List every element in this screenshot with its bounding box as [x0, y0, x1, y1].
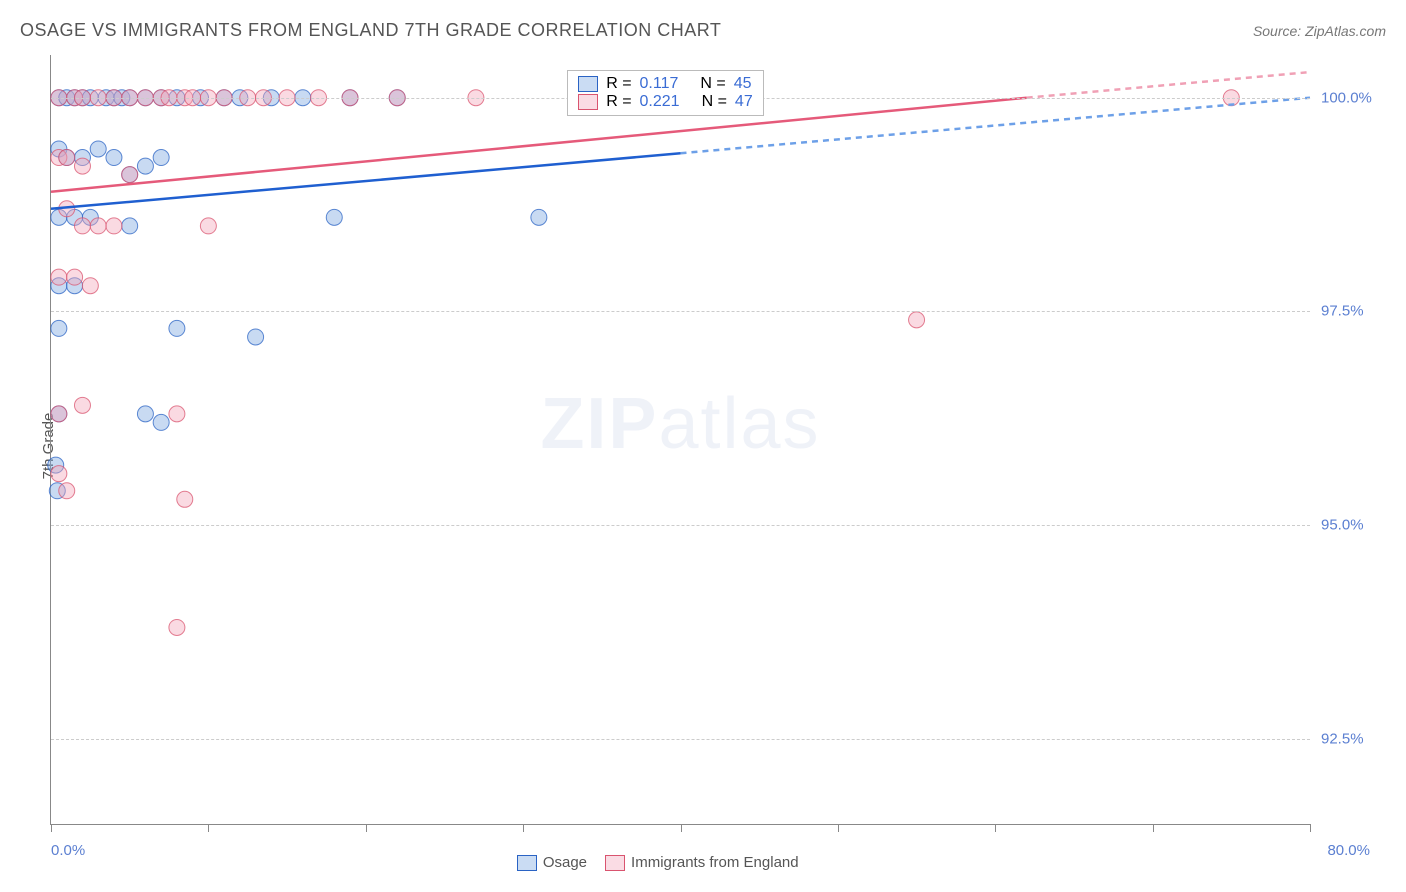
- series-swatch: [605, 855, 625, 871]
- r-label: R =: [606, 93, 631, 111]
- data-point: [169, 320, 185, 336]
- data-point: [122, 167, 138, 183]
- data-point: [51, 320, 67, 336]
- data-point: [90, 218, 106, 234]
- data-point: [169, 619, 185, 635]
- data-point: [74, 158, 90, 174]
- n-label: N =: [702, 93, 727, 111]
- legend-label: Osage: [543, 854, 587, 871]
- series-swatch: [578, 76, 598, 92]
- n-value: 47: [735, 93, 753, 111]
- trend-line-extrapolated: [1027, 72, 1310, 98]
- x-tick: [995, 824, 996, 832]
- data-point: [59, 483, 75, 499]
- x-tick: [208, 824, 209, 832]
- data-point: [326, 209, 342, 225]
- data-point: [59, 150, 75, 166]
- series-swatch: [517, 855, 537, 871]
- correlation-row: R = 0.221 N = 47: [578, 93, 753, 111]
- y-tick-label: 100.0%: [1321, 89, 1372, 106]
- data-point: [106, 218, 122, 234]
- gridline: [51, 525, 1310, 526]
- x-axis-start-label: 0.0%: [51, 842, 85, 859]
- x-tick: [1153, 824, 1154, 832]
- y-tick-label: 92.5%: [1321, 730, 1364, 747]
- data-point: [67, 269, 83, 285]
- x-tick: [523, 824, 524, 832]
- x-tick: [838, 824, 839, 832]
- y-tick-label: 97.5%: [1321, 303, 1364, 320]
- data-point: [82, 278, 98, 294]
- x-tick: [1310, 824, 1311, 832]
- data-point: [531, 209, 547, 225]
- r-value: 0.117: [640, 75, 679, 93]
- r-label: R =: [606, 75, 631, 93]
- data-point: [106, 150, 122, 166]
- data-point: [51, 269, 67, 285]
- data-point: [74, 397, 90, 413]
- data-point: [248, 329, 264, 345]
- data-point: [153, 414, 169, 430]
- x-axis-end-label: 80.0%: [1327, 842, 1370, 859]
- correlation-info-box: R = 0.117 N = 45 R = 0.221 N = 47: [567, 70, 764, 116]
- legend-item: Osage: [517, 854, 587, 871]
- chart-title: OSAGE VS IMMIGRANTS FROM ENGLAND 7TH GRA…: [20, 20, 721, 41]
- data-point: [122, 218, 138, 234]
- data-point: [153, 150, 169, 166]
- series-swatch: [578, 94, 598, 110]
- data-point: [169, 406, 185, 422]
- n-value: 45: [734, 75, 752, 93]
- r-value: 0.221: [640, 93, 680, 111]
- chart-svg: [51, 55, 1310, 824]
- gridline: [51, 739, 1310, 740]
- gridline: [51, 311, 1310, 312]
- series-legend: Osage Immigrants from England: [517, 854, 799, 871]
- data-point: [137, 158, 153, 174]
- data-point: [200, 218, 216, 234]
- data-point: [51, 406, 67, 422]
- data-point: [74, 218, 90, 234]
- legend-label: Immigrants from England: [631, 854, 799, 871]
- x-tick: [681, 824, 682, 832]
- trend-line: [51, 98, 1027, 192]
- data-point: [90, 141, 106, 157]
- x-tick: [51, 824, 52, 832]
- data-point: [51, 466, 67, 482]
- correlation-row: R = 0.117 N = 45: [578, 75, 753, 93]
- y-tick-label: 95.0%: [1321, 516, 1364, 533]
- x-tick: [366, 824, 367, 832]
- trend-line-extrapolated: [681, 98, 1311, 154]
- n-label: N =: [700, 75, 725, 93]
- data-point: [177, 491, 193, 507]
- source-attribution: Source: ZipAtlas.com: [1253, 23, 1386, 39]
- legend-item: Immigrants from England: [605, 854, 799, 871]
- plot-area: ZIPatlas 92.5%95.0%97.5%100.0%0.0%80.0%R…: [50, 55, 1310, 825]
- data-point: [137, 406, 153, 422]
- data-point: [909, 312, 925, 328]
